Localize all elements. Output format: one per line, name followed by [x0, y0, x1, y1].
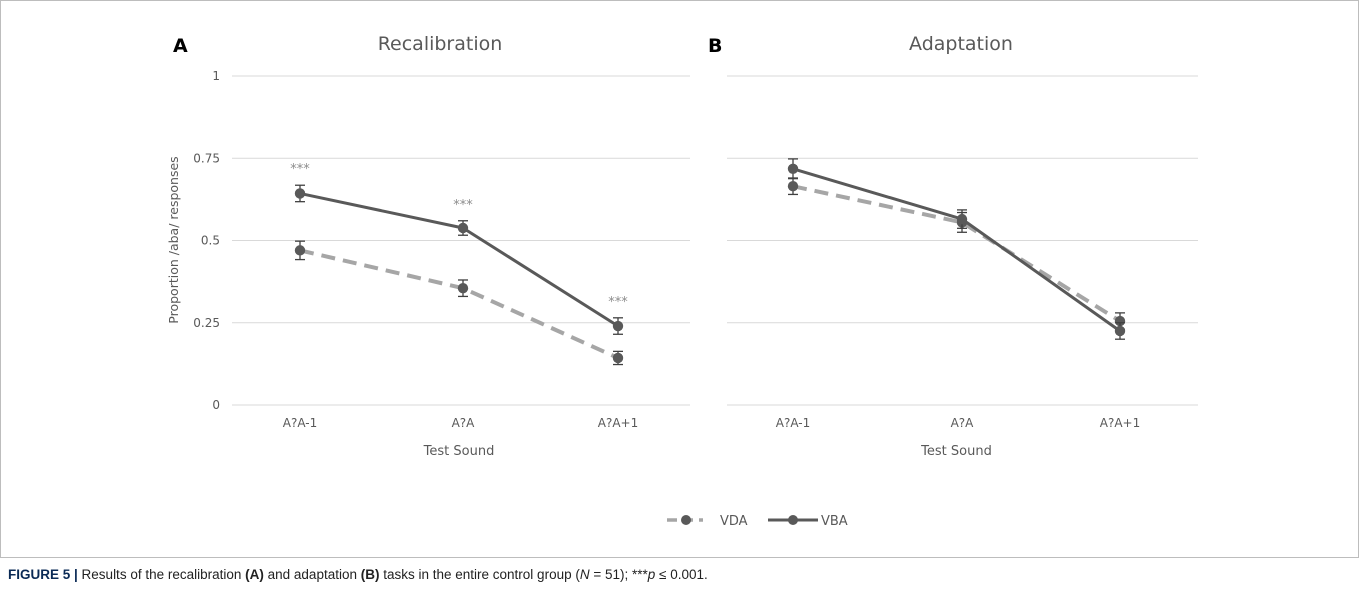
- legend-vda-label: VDA: [720, 514, 748, 529]
- panel-b-vba-point: [956, 213, 968, 225]
- panel-a-significance-label: ***: [453, 198, 473, 213]
- caption-text-3: tasks in the entire control group (: [379, 567, 580, 582]
- caption-text-5: ≤ 0.001.: [655, 567, 708, 582]
- panel-a-ytick-label: 0.25: [193, 316, 220, 330]
- panel-b-xlabel: Test Sound: [920, 444, 992, 459]
- panel-b-vba-point: [1114, 325, 1126, 337]
- figure-caption: FIGURE 5 | Results of the recalibration …: [8, 567, 708, 582]
- panel-b-vda-point: [787, 181, 799, 192]
- panel-b-xtick-label: A?A-1: [776, 416, 811, 430]
- figure-frame: [0, 0, 1359, 558]
- caption-label: FIGURE 5 |: [8, 567, 78, 582]
- panel-a-xtick-label: A?A: [452, 416, 476, 430]
- panel-b-xtick-label: A?A: [951, 416, 975, 430]
- legend-vba-label: VBA: [821, 514, 848, 529]
- panel-a-vba-point: [612, 320, 624, 332]
- caption-text-4: = 51); ***: [589, 567, 648, 582]
- panel-b-vba-line: [792, 167, 1121, 333]
- panel-a-ytick-label: 1: [212, 69, 220, 83]
- panel-a-ytick-label: 0.75: [193, 151, 220, 165]
- panel-a-vda-point: [294, 245, 306, 256]
- caption-panel-b: (B): [360, 567, 380, 582]
- panel-b-xtick-label: A?A+1: [1100, 416, 1140, 430]
- panel-b-vda-line: [792, 184, 1122, 323]
- panel-a-vda-point: [457, 283, 469, 294]
- panel-b-vda-point: [1114, 315, 1126, 327]
- legend-vba-swatch-marker: [788, 515, 798, 525]
- panel-b-vba-point: [787, 163, 799, 174]
- caption-text-1: Results of the recalibration: [77, 567, 246, 582]
- panel-a-letter: A: [173, 35, 188, 57]
- caption-panel-a: (A): [245, 567, 264, 582]
- panel-a-vba-point: [457, 222, 469, 234]
- legend-vda-swatch-marker: [681, 515, 691, 525]
- panel-a-ytick-label: 0.5: [201, 234, 220, 248]
- panel-a-vba-point: [294, 188, 306, 199]
- figure-chart: A Recalibration 0 0.25 0.5 0.75 1 Proportion /a…: [166, 33, 1198, 529]
- panel-a-significance-label: ***: [608, 295, 628, 310]
- panel-a-vda-point: [612, 352, 624, 364]
- panel-a-ytick-label: 0: [212, 398, 220, 412]
- panel-a-ylabel: Proportion /aba/ responses: [166, 156, 181, 323]
- panel-a-vda-line: [299, 248, 619, 360]
- panel-a-xlabel: Test Sound: [423, 444, 495, 459]
- caption-p: p: [647, 567, 656, 582]
- panel-b-letter: B: [708, 35, 722, 57]
- panel-a-title: Recalibration: [378, 33, 503, 55]
- caption-n: N: [579, 567, 590, 582]
- panel-a-xtick-label: A?A+1: [598, 416, 638, 430]
- panel-b-title: Adaptation: [909, 33, 1013, 55]
- panel-a-significance-label: ***: [290, 162, 310, 177]
- panel-a-xtick-label: A?A-1: [283, 416, 318, 430]
- caption-text-2: and adaptation: [263, 567, 361, 582]
